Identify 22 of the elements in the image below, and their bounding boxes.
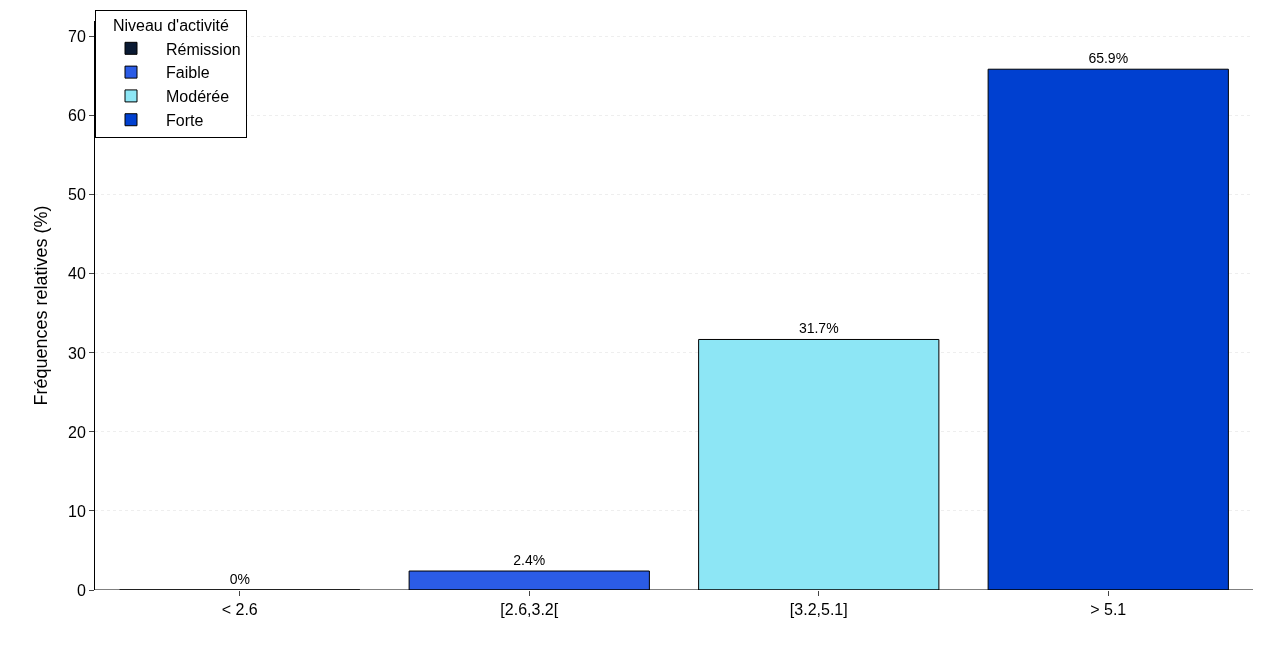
y-tick-label: 60 <box>68 107 86 125</box>
x-tick-label: [3.2,5.1] <box>789 601 848 619</box>
y-tick-label: 70 <box>68 28 86 46</box>
legend-label: Rémission <box>166 40 241 58</box>
y-tick-label: 10 <box>68 502 86 520</box>
data-label: 0% <box>229 571 250 587</box>
legend-title: Niveau d'activité <box>112 17 230 35</box>
x-tick-label: [2.6,3.2[ <box>500 601 559 619</box>
y-tick-label: 30 <box>68 344 86 362</box>
x-tick-label: > 5.1 <box>1090 601 1127 619</box>
data-label: 2.4% <box>513 552 546 569</box>
legend-label: Forte <box>166 111 204 129</box>
y-tick-label: 50 <box>68 186 86 204</box>
y-tick-label: 40 <box>68 265 86 283</box>
data-label: 65.9% <box>1088 50 1129 67</box>
legend-label: Faible <box>166 64 210 82</box>
data-label: 31.7% <box>798 320 839 337</box>
x-tick-label: < 2.6 <box>221 601 258 619</box>
y-tick-label: 20 <box>68 423 86 441</box>
legend-label: Modérée <box>166 88 230 106</box>
y-axis-title: Fréquences relatives (%) <box>31 205 52 406</box>
y-tick-label: 0 <box>76 581 86 599</box>
